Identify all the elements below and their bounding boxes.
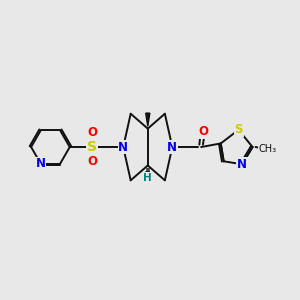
Text: N: N (237, 158, 247, 171)
Text: N: N (118, 140, 128, 154)
Text: S: S (87, 140, 97, 154)
Text: N: N (167, 140, 177, 154)
Text: O: O (199, 125, 208, 138)
Text: H: H (143, 173, 152, 183)
Text: S: S (234, 123, 243, 136)
Text: CH₃: CH₃ (258, 143, 277, 154)
Text: N: N (36, 157, 46, 170)
Polygon shape (146, 113, 150, 126)
Text: O: O (87, 126, 97, 139)
Text: O: O (87, 155, 97, 168)
